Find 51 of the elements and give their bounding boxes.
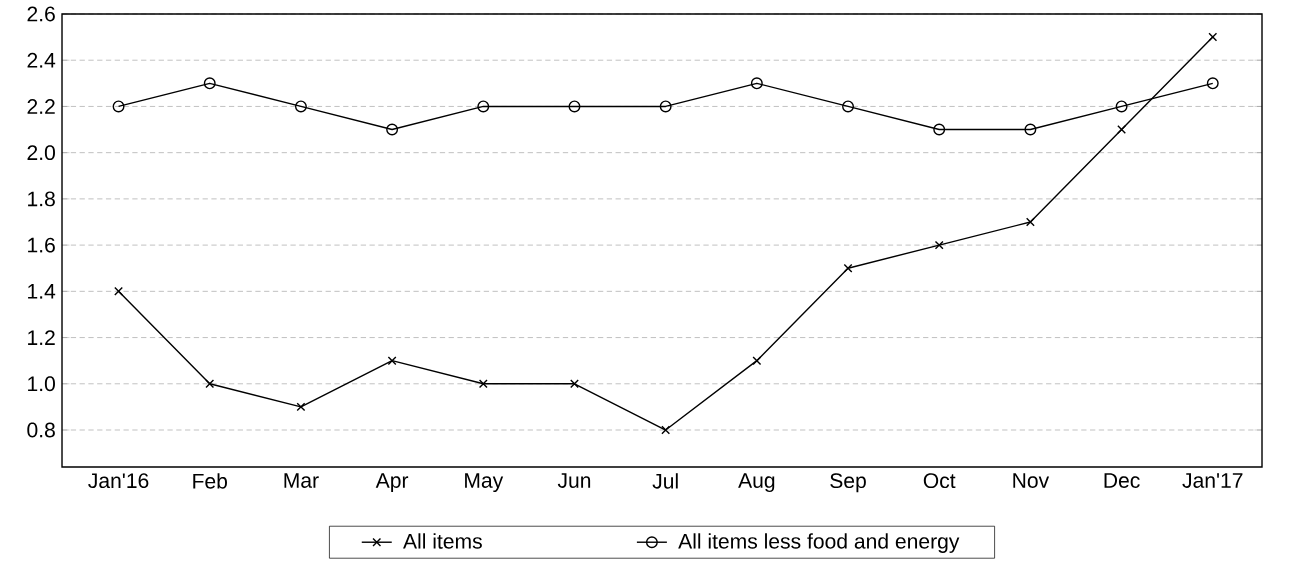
x-tick-label: Jan'16 bbox=[88, 473, 149, 489]
x-tick-label: Aug bbox=[738, 473, 775, 493]
point bbox=[1208, 32, 1218, 42]
point bbox=[750, 77, 763, 90]
point bbox=[661, 425, 671, 435]
point bbox=[296, 402, 306, 412]
point bbox=[477, 100, 490, 113]
y-tick-label: 1.0 bbox=[28, 376, 55, 392]
point bbox=[205, 379, 215, 389]
y-tick-label: 1.4 bbox=[28, 284, 56, 299]
x-tick-label: Oct bbox=[923, 473, 956, 489]
legend-label: All items less food and energy bbox=[678, 533, 960, 553]
y-tick-label: 1.2 bbox=[28, 330, 55, 345]
point bbox=[114, 286, 123, 296]
point bbox=[112, 100, 125, 113]
x-tick-label: Sep bbox=[830, 473, 866, 493]
x-tick-label: Jul bbox=[652, 473, 678, 489]
y-tick-label: 2.6 bbox=[27, 6, 55, 22]
point bbox=[1117, 125, 1127, 134]
x-tick-label: Nov bbox=[1013, 473, 1050, 488]
x-tick-label: Dec bbox=[1104, 473, 1140, 488]
point bbox=[203, 77, 216, 90]
point bbox=[294, 100, 307, 113]
point bbox=[1206, 77, 1219, 90]
y-tick-label: 0.8 bbox=[27, 422, 55, 438]
y-tick-label: 1.6 bbox=[28, 237, 55, 253]
point bbox=[568, 100, 581, 113]
point bbox=[843, 263, 853, 273]
point bbox=[934, 240, 944, 250]
legend-label: All items bbox=[403, 533, 482, 549]
point bbox=[1024, 123, 1037, 136]
point bbox=[1025, 217, 1035, 227]
point bbox=[387, 356, 397, 366]
point bbox=[386, 123, 399, 136]
x-tick-label: Mar bbox=[284, 473, 319, 488]
point bbox=[842, 100, 855, 113]
point bbox=[752, 356, 762, 366]
y-tick-label: 1.8 bbox=[28, 191, 55, 207]
point bbox=[1115, 100, 1128, 113]
x-tick-label: Jun bbox=[557, 473, 591, 488]
point bbox=[659, 100, 672, 113]
point bbox=[570, 379, 579, 389]
point bbox=[478, 379, 488, 389]
x-tick-label: May bbox=[465, 473, 504, 493]
y-tick-label: 2.4 bbox=[27, 52, 56, 68]
x-tick-label: Jan'17 bbox=[1182, 473, 1243, 488]
x-tick-label: Apr bbox=[375, 473, 409, 493]
x-tick-label: Feb bbox=[193, 473, 228, 489]
y-tick-label: 2.2 bbox=[27, 99, 55, 114]
point bbox=[933, 123, 946, 136]
y-tick-label: 2.0 bbox=[27, 145, 55, 161]
